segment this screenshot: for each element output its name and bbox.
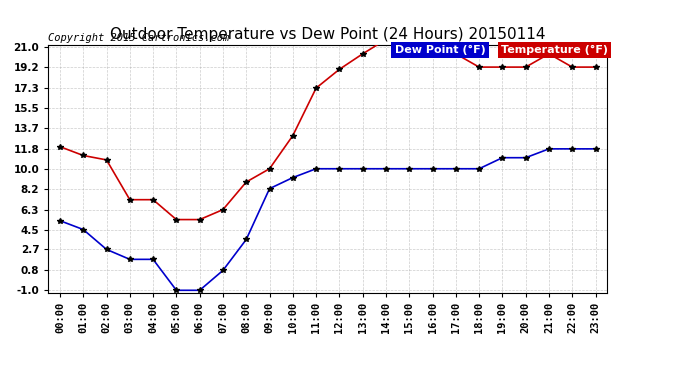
Text: Temperature (°F): Temperature (°F) <box>501 45 608 55</box>
Text: Copyright 2015 Cartronics.com: Copyright 2015 Cartronics.com <box>48 33 230 42</box>
Title: Outdoor Temperature vs Dew Point (24 Hours) 20150114: Outdoor Temperature vs Dew Point (24 Hou… <box>110 27 546 42</box>
Text: Dew Point (°F): Dew Point (°F) <box>395 45 486 55</box>
